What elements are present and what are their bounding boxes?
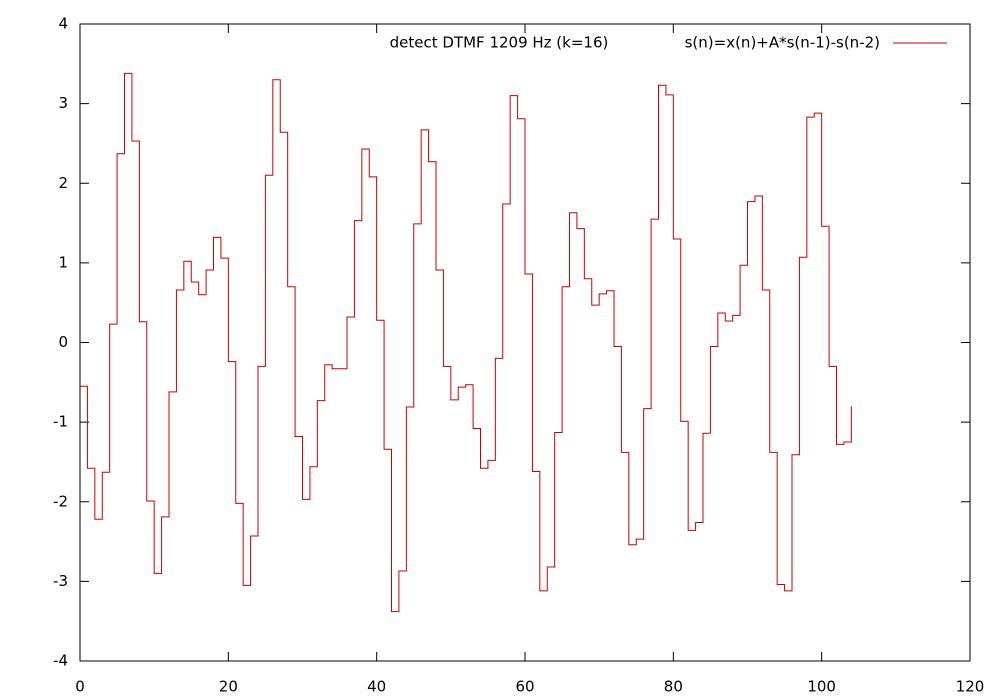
x-tick-label: 80 [664, 678, 683, 696]
y-tick-label: -2 [53, 492, 68, 510]
legend-label: s(n)=x(n)+A*s(n-1)-s(n-2) [685, 34, 880, 52]
y-tick-label: 2 [58, 174, 68, 192]
x-tick-label: 100 [807, 678, 836, 696]
y-tick-label: 3 [58, 94, 68, 112]
y-tick-label: 0 [58, 333, 68, 351]
x-tick-label: 0 [75, 678, 85, 696]
data-line [80, 72, 852, 613]
y-tick-label: -4 [53, 652, 68, 670]
x-tick-label: 40 [367, 678, 386, 696]
x-tick-label: 20 [219, 678, 238, 696]
x-tick-label: 60 [515, 678, 534, 696]
chart-title: detect DTMF 1209 Hz (k=16) [390, 34, 609, 52]
y-tick-label: 4 [58, 15, 68, 33]
y-tick-label: 1 [58, 253, 68, 271]
y-tick-label: -1 [53, 413, 68, 431]
x-tick-label: 120 [956, 678, 985, 696]
y-tick-label: -3 [53, 572, 68, 590]
